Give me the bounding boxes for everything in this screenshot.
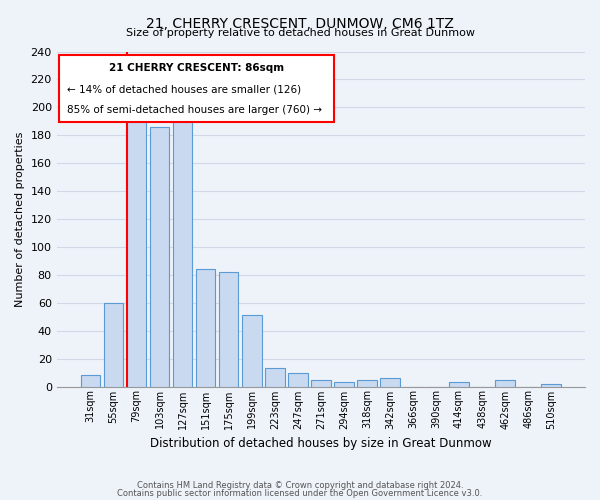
- Text: 85% of semi-detached houses are larger (760) →: 85% of semi-detached houses are larger (…: [67, 105, 322, 115]
- Bar: [334, 382, 353, 386]
- Bar: [288, 372, 308, 386]
- Bar: [150, 127, 169, 386]
- Bar: [80, 376, 100, 386]
- Text: 21, CHERRY CRESCENT, DUNMOW, CM6 1TZ: 21, CHERRY CRESCENT, DUNMOW, CM6 1TZ: [146, 18, 454, 32]
- Text: 21 CHERRY CRESCENT: 86sqm: 21 CHERRY CRESCENT: 86sqm: [109, 64, 284, 74]
- Bar: [104, 303, 123, 386]
- Bar: [173, 117, 193, 386]
- Bar: [496, 380, 515, 386]
- Bar: [196, 270, 215, 386]
- Bar: [541, 384, 561, 386]
- X-axis label: Distribution of detached houses by size in Great Dunmow: Distribution of detached houses by size …: [150, 437, 491, 450]
- Text: Size of property relative to detached houses in Great Dunmow: Size of property relative to detached ho…: [125, 28, 475, 38]
- Text: ← 14% of detached houses are smaller (126): ← 14% of detached houses are smaller (12…: [67, 84, 301, 94]
- Text: Contains public sector information licensed under the Open Government Licence v3: Contains public sector information licen…: [118, 489, 482, 498]
- Bar: [357, 380, 377, 386]
- Bar: [219, 272, 238, 386]
- Bar: [380, 378, 400, 386]
- Bar: [127, 106, 146, 386]
- FancyBboxPatch shape: [59, 55, 334, 122]
- Text: Contains HM Land Registry data © Crown copyright and database right 2024.: Contains HM Land Registry data © Crown c…: [137, 480, 463, 490]
- Y-axis label: Number of detached properties: Number of detached properties: [15, 132, 25, 306]
- Bar: [242, 316, 262, 386]
- Bar: [449, 382, 469, 386]
- Bar: [311, 380, 331, 386]
- Bar: [265, 368, 284, 386]
